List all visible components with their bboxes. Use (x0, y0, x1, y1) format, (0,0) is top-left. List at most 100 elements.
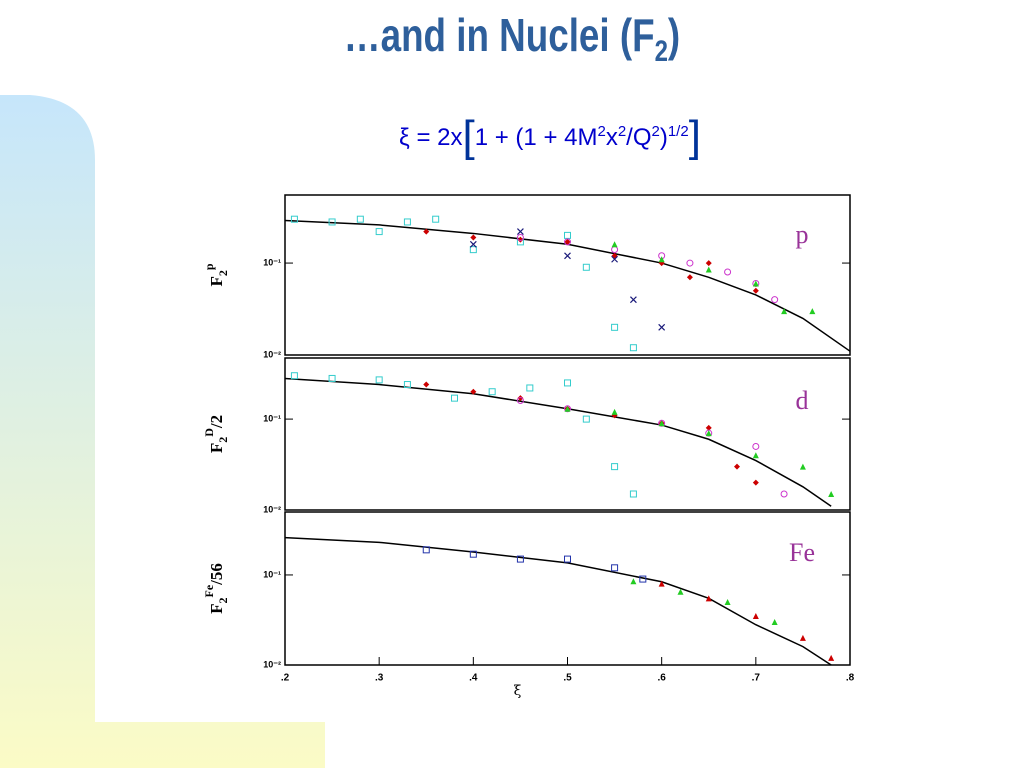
point (403, 218, 411, 226)
point (469, 246, 477, 254)
point (403, 381, 411, 389)
formula-text: 1 + (1 + 4M (474, 124, 598, 151)
point (752, 613, 759, 620)
point (781, 308, 788, 315)
title-text: ) (667, 9, 681, 61)
point (432, 215, 440, 223)
point (705, 424, 712, 431)
title-text: …and in Nuclei (F (343, 9, 655, 61)
y-label-after: /56 (207, 563, 226, 586)
point (677, 588, 684, 595)
bracket: ] (688, 112, 701, 161)
y-label-sub: 2 (216, 437, 230, 443)
point (639, 575, 647, 583)
figure-bg (285, 195, 850, 665)
point (705, 595, 712, 602)
point (423, 381, 430, 388)
point (705, 430, 712, 437)
point (611, 564, 619, 572)
point (422, 546, 430, 554)
panel-label: p (796, 220, 809, 249)
y-tick-label: 10⁻¹ (263, 413, 281, 423)
point (771, 619, 778, 626)
y-tick-label: 10⁻² (263, 659, 281, 669)
formula-sup: 2 (651, 123, 660, 140)
y-axis-label: F2p (202, 263, 230, 286)
point (564, 555, 571, 563)
point (564, 379, 571, 387)
title-sub: 2 (654, 35, 668, 69)
panel-label: d (796, 386, 809, 415)
formula-text: /Q (626, 124, 652, 151)
point (705, 260, 712, 267)
y-label-sub: 2 (216, 270, 230, 276)
y-tick-label: 10⁻² (263, 349, 281, 359)
panel-label: Fe (789, 538, 815, 567)
x-tick-label: .4 (469, 673, 478, 684)
point (564, 405, 571, 412)
point (828, 490, 835, 497)
point (724, 599, 731, 606)
point (516, 228, 524, 236)
point (828, 654, 835, 661)
formula-sup: 2 (617, 123, 627, 140)
point (564, 238, 571, 245)
point (469, 550, 477, 558)
point (328, 218, 336, 226)
point (356, 215, 364, 223)
y-label-sub: 2 (216, 598, 230, 604)
point (611, 323, 619, 331)
y-tick-label: 10⁻² (263, 504, 281, 514)
point (582, 263, 590, 271)
point (516, 555, 524, 563)
point (752, 452, 759, 459)
point (517, 236, 524, 243)
point (752, 287, 759, 294)
y-label-after: /2 (207, 415, 226, 429)
x-axis-label: ξ (514, 683, 522, 699)
y-label-sup: p (202, 263, 216, 270)
point (611, 408, 618, 415)
point (658, 420, 665, 427)
point (375, 228, 383, 236)
point (686, 274, 693, 281)
point (780, 490, 788, 498)
point (799, 634, 806, 641)
formula: ξ = 2x[1 + (1 + 4M2x2/Q2)1/2] (0, 112, 1024, 162)
point (724, 268, 732, 276)
plot-frame (284, 194, 851, 356)
point (629, 296, 637, 304)
y-label-sup: Fe (202, 584, 216, 597)
formula-text: ) (659, 124, 668, 151)
point (686, 259, 694, 267)
y-label-main: F (207, 276, 226, 286)
point (658, 256, 665, 263)
point (611, 255, 619, 263)
point (470, 388, 477, 395)
point (290, 215, 298, 223)
point (658, 323, 666, 331)
formula-text: ξ = 2x (399, 124, 463, 151)
y-axis-label: F2Fe/56 (202, 563, 230, 614)
point (516, 397, 524, 405)
x-tick-label: .8 (846, 673, 855, 684)
point (516, 233, 524, 241)
point (328, 374, 336, 382)
y-label-main: F (207, 604, 226, 614)
point (564, 252, 571, 260)
point (705, 266, 712, 273)
x-tick-label: .6 (657, 673, 666, 684)
point (611, 241, 618, 248)
formula-sup: 2 (597, 123, 606, 140)
point (752, 479, 759, 486)
x-tick-label: .3 (375, 673, 384, 684)
point (658, 580, 665, 587)
x-tick-label: .2 (281, 673, 290, 684)
point (752, 442, 760, 450)
point (290, 372, 298, 380)
point (423, 228, 430, 235)
point (582, 415, 590, 423)
y-tick-label: 10⁻¹ (263, 257, 281, 267)
